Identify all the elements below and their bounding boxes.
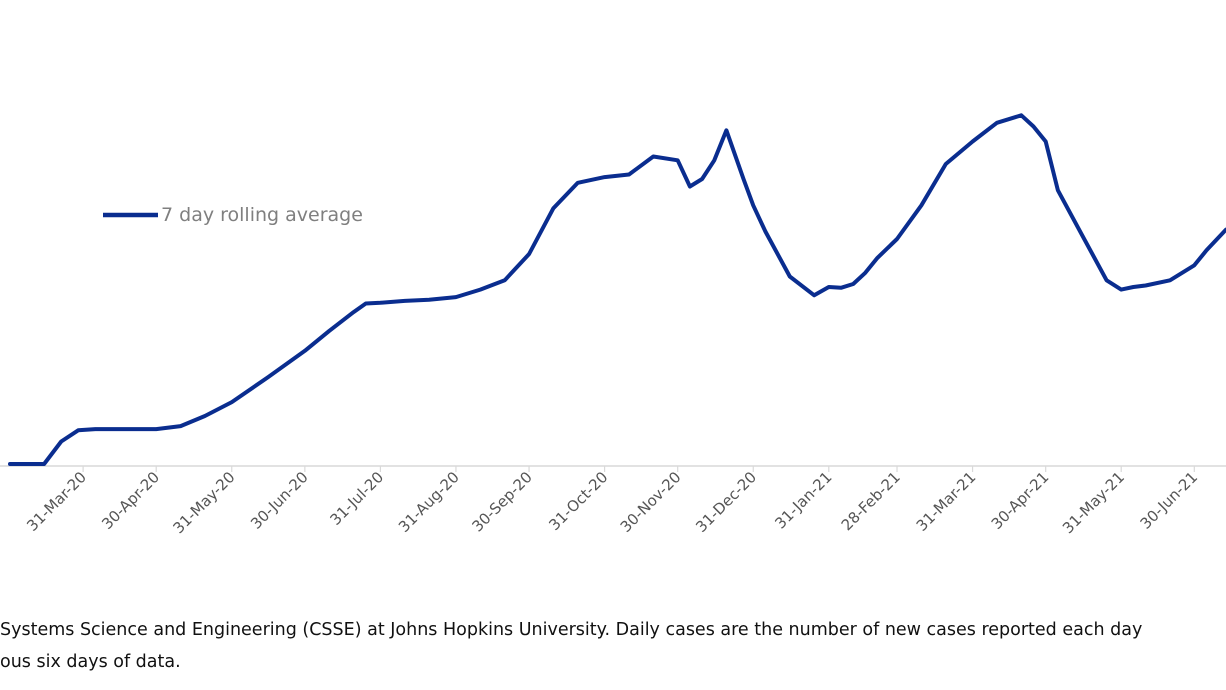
x-tick-label: 31-Mar-21 [913, 468, 980, 535]
x-tick-label: 30-Apr-21 [988, 468, 1053, 533]
x-axis-ticks [82, 466, 1195, 472]
legend: 7 day rolling average [103, 204, 363, 226]
line-chart: 31-Mar-20 30-Apr-20 31-May-20 30-Jun-20 31-J… [0, 113, 1226, 537]
x-tick-label: 28-Feb-21 [838, 468, 904, 534]
x-tick-label: 30-Nov-20 [617, 468, 685, 536]
x-tick-label: 30-Jun-20 [247, 468, 312, 533]
source-footnote-line-2: ous six days of data. [0, 652, 181, 672]
x-tick-label: 31-May-21 [1059, 468, 1128, 537]
source-footnote-line-1: Systems Science and Engineering (CSSE) a… [0, 620, 1143, 640]
x-tick-label: 31-Oct-20 [545, 468, 611, 534]
x-tick-label: 31-Aug-20 [395, 468, 463, 536]
series-line-7-day-rolling-average [8, 113, 1226, 466]
x-tick-label: 30-Sep-20 [469, 468, 536, 535]
x-tick-label: 31-Mar-20 [23, 468, 90, 535]
x-tick-label: 31-May-20 [169, 468, 238, 537]
x-axis-tick-labels: 31-Mar-20 30-Apr-20 31-May-20 30-Jun-20 31-J… [23, 468, 1201, 537]
x-tick-label: 30-Apr-20 [98, 468, 163, 533]
x-tick-label: 31-Jan-21 [771, 468, 835, 532]
x-tick-label: 31-Dec-20 [692, 468, 760, 536]
legend-label: 7 day rolling average [161, 204, 363, 226]
x-tick-label: 31-Jul-20 [326, 468, 387, 529]
x-tick-label: 30-Jun-21 [1137, 468, 1202, 533]
